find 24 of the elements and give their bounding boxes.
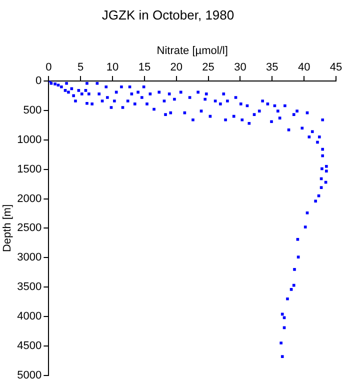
y-tick-label: 3500 [17, 281, 42, 294]
x-tick-label: 25 [202, 61, 214, 74]
y-tick-label: 1500 [17, 163, 42, 176]
x-tick-label: 45 [330, 61, 342, 74]
x-axis-title: Nitrate [µmol/l] [156, 45, 228, 58]
x-tick-label: 10 [106, 61, 119, 74]
chart-title: JGZK in October, 1980 [102, 7, 234, 22]
x-tick-label: 20 [170, 61, 182, 74]
y-tick-label: 4500 [17, 340, 42, 352]
x-tick-label: 0 [46, 61, 52, 74]
x-tick-label: 35 [266, 61, 278, 74]
y-tick-label: 0 [36, 75, 42, 88]
x-tick-label: 40 [298, 61, 310, 74]
y-tick-label: 5000 [17, 369, 42, 382]
y-tick-label: 2500 [17, 222, 42, 234]
x-tick-label: 15 [138, 61, 151, 74]
y-axis-title: Depth [m] [2, 204, 14, 252]
y-tick-label: 500 [23, 104, 42, 116]
y-tick-label: 2000 [17, 192, 42, 205]
y-tick-label: 1000 [17, 134, 42, 146]
x-tick-label: 30 [234, 61, 246, 74]
y-tick-label: 4000 [17, 310, 42, 323]
x-tick-label: 5 [78, 61, 84, 74]
y-tick-label: 3000 [17, 252, 42, 264]
